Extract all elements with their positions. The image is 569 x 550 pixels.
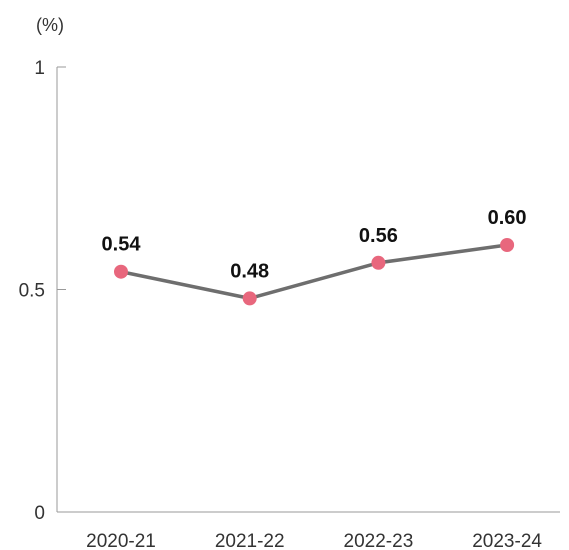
y-tick-label: 1 — [34, 58, 45, 79]
data-label: 0.60 — [488, 207, 527, 229]
series-layer — [114, 238, 515, 306]
x-tick-label: 2020-21 — [86, 531, 156, 550]
x-ticks: 2020-21 2021-22 2022-23 2023-24 — [86, 531, 542, 550]
x-tick-label: 2021-22 — [215, 531, 285, 550]
data-label: 0.54 — [102, 234, 142, 256]
data-label: 0.56 — [359, 225, 398, 247]
x-tick-label: 2023-24 — [472, 531, 542, 550]
series-line — [120, 243, 508, 301]
x-tick-label: 2022-23 — [344, 531, 414, 550]
data-point — [242, 291, 257, 306]
y-ticks: 00.51 — [19, 58, 66, 524]
y-axis-unit-label: (%) — [36, 15, 64, 35]
data-point — [114, 264, 128, 279]
data-labels: 0.54 0.48 0.56 0.60 — [102, 207, 527, 282]
data-label: 0.48 — [230, 260, 269, 282]
y-tick-label: 0 — [34, 503, 45, 524]
data-point — [500, 238, 515, 252]
data-point — [371, 255, 386, 270]
y-tick-label: 0.5 — [19, 281, 45, 302]
axes — [56, 67, 560, 513]
